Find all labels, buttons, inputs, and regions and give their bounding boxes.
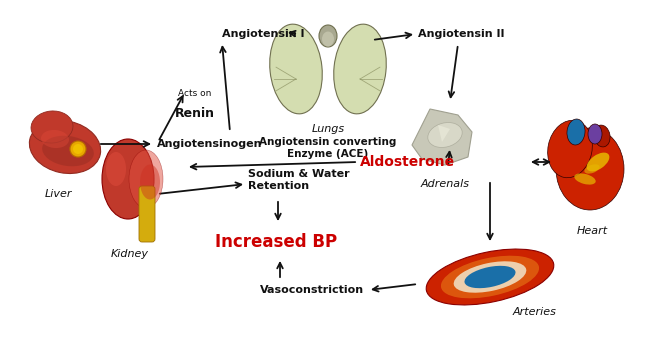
Text: Kidney: Kidney — [111, 249, 149, 259]
Ellipse shape — [140, 165, 160, 199]
Text: Angiotensin I: Angiotensin I — [222, 29, 304, 39]
Ellipse shape — [41, 130, 69, 148]
Ellipse shape — [454, 261, 526, 293]
Ellipse shape — [270, 24, 322, 114]
Circle shape — [70, 141, 86, 157]
Text: Acts on: Acts on — [178, 90, 212, 98]
Text: Arteries: Arteries — [513, 307, 557, 317]
Ellipse shape — [333, 24, 386, 114]
Ellipse shape — [575, 173, 595, 185]
Ellipse shape — [322, 31, 334, 47]
Ellipse shape — [428, 122, 462, 147]
Ellipse shape — [588, 124, 602, 144]
Ellipse shape — [465, 266, 515, 288]
Ellipse shape — [586, 153, 610, 171]
Ellipse shape — [594, 125, 610, 147]
Text: Liver: Liver — [44, 189, 72, 199]
Circle shape — [73, 144, 83, 154]
Polygon shape — [412, 109, 472, 165]
Polygon shape — [438, 125, 450, 142]
Ellipse shape — [102, 139, 154, 219]
Text: Sodium & Water
Retention: Sodium & Water Retention — [248, 169, 350, 191]
Text: Increased BP: Increased BP — [215, 233, 337, 251]
Ellipse shape — [31, 111, 73, 143]
Ellipse shape — [426, 249, 554, 305]
Ellipse shape — [548, 120, 592, 178]
Text: Angiotensinogen: Angiotensinogen — [157, 139, 263, 149]
Ellipse shape — [556, 128, 624, 210]
Text: Vasoconstriction: Vasoconstriction — [260, 285, 364, 295]
Ellipse shape — [106, 152, 126, 186]
Text: Lungs: Lungs — [311, 124, 344, 134]
Ellipse shape — [319, 25, 337, 47]
Ellipse shape — [29, 120, 101, 173]
Ellipse shape — [42, 136, 94, 166]
Ellipse shape — [441, 256, 539, 298]
Text: Angiotensin converting
Enzyme (ACE): Angiotensin converting Enzyme (ACE) — [259, 137, 396, 159]
Ellipse shape — [567, 119, 585, 145]
Ellipse shape — [584, 165, 600, 174]
Text: Renin: Renin — [175, 107, 215, 120]
Ellipse shape — [129, 150, 163, 208]
Text: Adrenals: Adrenals — [421, 179, 469, 189]
Text: Aldosterone: Aldosterone — [360, 155, 455, 169]
Text: Angiotensin II: Angiotensin II — [418, 29, 504, 39]
Text: Heart: Heart — [577, 226, 608, 236]
FancyBboxPatch shape — [139, 186, 155, 242]
